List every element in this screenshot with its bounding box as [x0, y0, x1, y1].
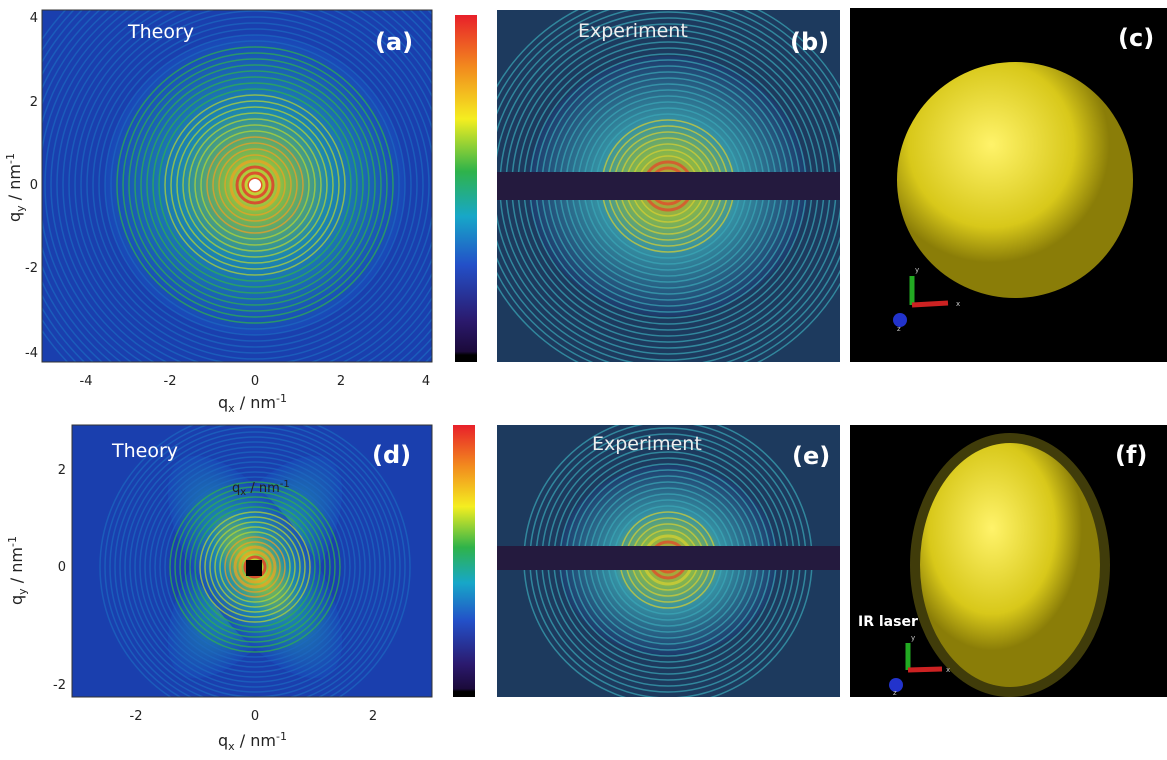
- x-tick-label: -4: [80, 374, 93, 389]
- x-tick-label: -2: [130, 709, 143, 724]
- y-axis-label: qy / nm-1: [6, 536, 29, 605]
- x-tick-label: 0: [251, 374, 259, 389]
- panel-label: (e): [792, 442, 830, 470]
- panel-b: Experiment (b): [470, 0, 866, 384]
- y-axis-label: qy / nm-1: [4, 153, 27, 222]
- panel-c: (c) y x z: [850, 8, 1167, 362]
- panel-label: (d): [372, 441, 411, 469]
- axis-glyph: y: [911, 634, 915, 642]
- axis-glyph: x: [946, 666, 950, 674]
- axis-glyph: z: [893, 689, 897, 697]
- panel-f: (f) IR laser y x z: [850, 425, 1167, 697]
- y-tick-label: 2: [30, 95, 38, 110]
- annotation: IR laser: [858, 614, 918, 630]
- x-axis-label: qx / nm-1: [218, 392, 287, 415]
- center: [249, 179, 261, 191]
- panel-e: Experiment (e): [497, 416, 840, 704]
- axis-glyph: x: [956, 300, 960, 308]
- axis-glyph: z: [897, 325, 901, 333]
- y-tick-label: 2: [58, 463, 66, 478]
- caption: Theory: [127, 21, 194, 43]
- caption: Experiment: [592, 433, 702, 455]
- y-tick-label: 0: [58, 560, 66, 575]
- colorbar: [453, 425, 475, 697]
- y-tick-label: 0: [30, 178, 38, 193]
- panel-a: Theory (a) -4 -2 0 2 4 4 2 0 -2 -4 qx / …: [0, 0, 513, 443]
- x-tick-label: -2: [164, 374, 177, 389]
- y-tick-label: -2: [53, 678, 66, 693]
- x-tick-label: 4: [422, 374, 430, 389]
- panel-label: (b): [790, 28, 829, 56]
- colorbar: [455, 15, 477, 362]
- figure: Theory (a) -4 -2 0 2 4 4 2 0 -2 -4 qx / …: [0, 0, 1167, 760]
- y-tick-label: -2: [25, 261, 38, 276]
- panel-label: (f): [1115, 441, 1147, 469]
- x-axis-label: qx / nm-1: [218, 730, 287, 753]
- y-tick-label: -4: [25, 346, 38, 361]
- y-tick-label: 4: [30, 11, 38, 26]
- panel-label: (c): [1118, 24, 1154, 52]
- panel-d: Theory (d) qx / nm-1 -2 0 2 2 0 -2 qx / …: [6, 412, 432, 753]
- caption: Theory: [111, 440, 178, 462]
- x-tick-label: 2: [337, 374, 345, 389]
- caption: Experiment: [578, 20, 688, 42]
- panel-label: (a): [375, 28, 413, 56]
- x-tick-label: 0: [251, 709, 259, 724]
- x-tick-label: 2: [369, 709, 377, 724]
- axis-glyph: y: [915, 266, 919, 274]
